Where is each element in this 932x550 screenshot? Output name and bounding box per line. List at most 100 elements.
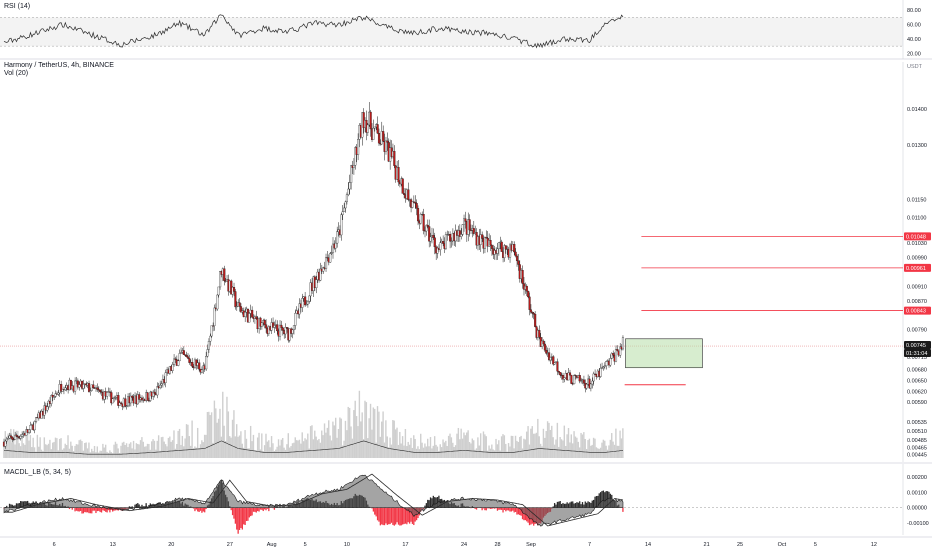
volume-bar [241,443,243,458]
volume-bar [230,437,232,458]
volume-bar [326,427,329,458]
macd-histogram-bar [505,507,507,512]
volume-bar [137,443,139,458]
macd-panel: 0.00200 0.00100 0.00000 -0.00100 [0,464,929,535]
candle-body [260,322,263,327]
macd-histogram-bar [137,503,139,508]
candle-body [559,372,562,376]
macd-histogram-bar [74,507,76,512]
volume-bar [177,430,179,458]
candle-body [152,391,155,397]
volume-bar [293,442,295,458]
volume-bar [555,439,557,458]
volume-bar [273,451,276,458]
candle-body [568,372,572,376]
candle-body [272,322,275,328]
volume-bar [323,423,326,458]
volume-bar [531,426,533,458]
volume-bar [597,448,599,458]
volume-bar [334,417,337,458]
candle-body [614,349,618,362]
volume-bar [521,448,524,458]
volume-bar [619,430,621,458]
candle-body [308,295,311,302]
volume-bar [156,440,158,458]
macd-signal-line [4,473,624,527]
macd-histogram-bar [17,503,19,508]
macd-histogram-bar [502,507,504,513]
volume-bar [123,441,125,458]
volume-bar [591,444,593,458]
candle-body [461,224,464,235]
candle-body [464,218,467,222]
volume-bar [309,426,312,458]
volume-bar [84,442,86,458]
macd-histogram-bar [587,501,589,508]
candle-body [401,178,404,194]
macd-histogram-bar [435,497,437,508]
candle-body [490,245,493,249]
macd-histogram-bar [399,507,401,526]
macd-histogram-bar [577,502,579,508]
volume-bar [514,435,517,458]
candle-body [354,147,357,166]
macd-histogram-bar [425,503,428,508]
volume-bar [552,437,554,458]
candle-body [53,396,56,398]
candle-body [411,201,414,208]
macd-histogram-bar [105,507,107,512]
volume-bar [587,440,589,458]
candle-body [173,358,176,365]
rsi-tick-label: 80.00 [907,8,921,14]
macd-histogram-bar [11,504,13,508]
volume-bar [315,436,317,458]
candle-body [433,237,436,248]
resistance-level-tag [904,232,931,241]
macd-histogram-bar [559,501,561,508]
volume-bar [380,421,383,458]
macd-histogram-bar [485,507,487,511]
candle-body [182,350,185,355]
volume-bar [570,434,572,458]
macd-histogram-bar [565,503,567,508]
candle-body [599,368,602,377]
macd-histogram-bar [573,503,575,508]
volume-bar [272,443,274,458]
volume-bar [178,428,181,458]
candle-body [124,398,127,407]
volume-bar [524,439,526,458]
macd-histogram-bar [139,506,142,508]
resistance-level-label: 0.00843 [906,309,926,315]
volume-bar [400,443,402,458]
macd-histogram-bar [91,507,93,514]
current-price-tag [904,341,931,350]
price-tick-label: 0.01150 [907,197,926,203]
macd-histogram-bar [482,507,485,509]
volume-bar [220,436,223,458]
volume-bar [475,448,478,458]
volume-bar [212,442,214,458]
macd-histogram-bar [400,507,402,526]
macd-histogram-bar [244,507,246,525]
macd-histogram-bar [89,507,92,514]
candle-body [108,391,112,393]
volume-bar [385,420,387,458]
candle-body [403,193,406,195]
candle-body [212,325,215,327]
volume-bar [365,402,368,458]
volume-bar [237,436,239,458]
volume-bar [374,408,376,458]
candle-body [561,375,565,380]
volume-bar [277,439,280,458]
macd-histogram-bar [135,503,138,508]
candle-body [331,243,335,253]
candle-body [76,380,79,388]
candle-body [414,201,417,204]
volume-bar [379,436,382,458]
candle-body [610,353,613,359]
volume-bar [358,390,361,458]
volume-bar [67,435,69,458]
candle-body [78,384,81,388]
macd-histogram-bar [379,507,382,526]
